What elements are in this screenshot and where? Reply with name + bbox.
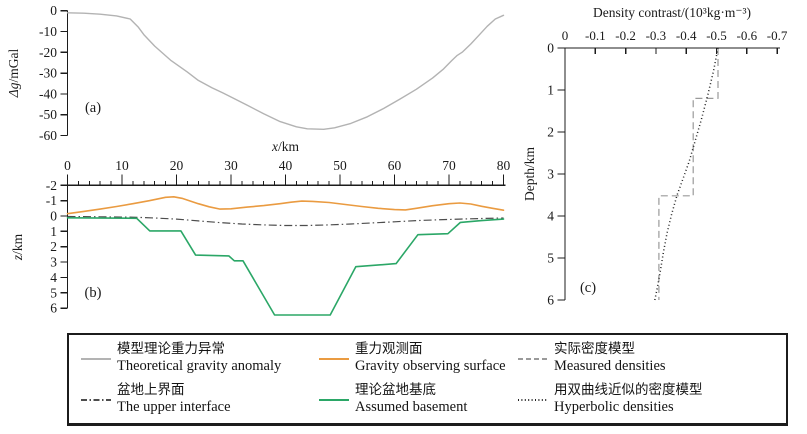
- panel-label-a: (a): [85, 100, 101, 116]
- series-gravity-observing-surface: [66, 196, 505, 215]
- c-x-tick-label: 0: [562, 28, 569, 43]
- legend-item-hyperbolic-densities: 用双曲线近似的密度模型 Hyperbolic densities: [518, 382, 786, 416]
- b-x-tick-label: 50: [333, 158, 347, 173]
- c-y-axis-title: Depth/km: [522, 147, 537, 201]
- c-x-tick-label: -0.3: [646, 28, 667, 43]
- legend-label-en: Gravity observing surface: [355, 357, 506, 374]
- c-x-tick-label: -0.6: [737, 28, 758, 43]
- b-x-tick-label: 80: [497, 158, 511, 173]
- b-x-tick-label: 40: [279, 158, 293, 173]
- upper-interface-line-sample: [81, 398, 111, 401]
- legend-label-zh: 实际密度模型: [554, 341, 635, 357]
- panel-label-c: (c): [580, 280, 596, 296]
- assumed-basement-line-sample: [319, 398, 349, 401]
- b-y-tick-label: 5: [50, 285, 57, 300]
- series-assumed-basement: [66, 217, 505, 316]
- legend-label-zh: 用双曲线近似的密度模型: [554, 382, 703, 398]
- theoretical-gravity-anomaly-line-sample: [81, 357, 111, 360]
- legend-box: 模型理论重力异常 Theoretical gravity anomaly 重力观测…: [67, 333, 788, 426]
- b-x-tick-label: 60: [388, 158, 402, 173]
- c-y-tick-label: 2: [547, 125, 554, 140]
- c-y-tick-label: 0: [547, 41, 554, 56]
- b-x-tick-label: 0: [64, 158, 71, 173]
- legend-label-en: Theoretical gravity anomaly: [117, 357, 282, 374]
- legend-label-zh: 模型理论重力异常: [117, 341, 225, 357]
- c-x-tick-label: -0.2: [615, 28, 636, 43]
- c-x-tick-label: -0.7: [767, 28, 788, 43]
- a-y-tick-label: -10: [39, 24, 57, 39]
- legend-label-en: Hyperbolic densities: [554, 398, 674, 415]
- b-y-tick-label: 0: [50, 209, 57, 224]
- legend-label-zh: 盆地上界面: [117, 382, 185, 398]
- a-y-tick-label: -20: [39, 45, 57, 60]
- c-x-tick-label: -0.4: [676, 28, 697, 43]
- b-y-tick-label: 2: [50, 239, 57, 254]
- c-x-tick-label: -0.1: [585, 28, 606, 43]
- hyperbolic-densities-line-sample: [518, 398, 548, 401]
- b-x-tick-label: 10: [115, 158, 129, 173]
- legend-item-assumed-basement: 理论盆地基底 Assumed basement: [319, 382, 518, 416]
- c-y-tick-label: 5: [547, 251, 554, 266]
- a-y-tick-label: -60: [39, 128, 57, 143]
- a-y-tick-label: -30: [39, 66, 57, 81]
- series-measured-densities: [658, 48, 719, 300]
- c-axis-title: Density contrast/(10³kg·m⁻³): [593, 5, 751, 20]
- gravity-observing-surface-line-sample: [319, 357, 349, 360]
- a-y-tick-label: 0: [50, 3, 57, 18]
- a-y-tick-label: -40: [39, 86, 57, 101]
- legend-label-en: Measured densities: [554, 357, 666, 374]
- c-y-tick-label: 6: [547, 293, 554, 308]
- series-the-upper-interface: [67, 215, 504, 227]
- legend-item-measured-densities: 实际密度模型 Measured densities: [518, 341, 786, 375]
- legend-label-zh: 重力观测面: [355, 341, 423, 357]
- b-y-tick-label: 3: [50, 255, 57, 270]
- a-y-tick-label: -50: [39, 107, 57, 122]
- b-y-tick-label: 6: [50, 301, 57, 316]
- b-x-tick-label: 30: [224, 158, 238, 173]
- legend-label-en: Assumed basement: [355, 398, 468, 415]
- b-y-tick-label: -2: [46, 178, 57, 193]
- b-x-tick-label: 20: [170, 158, 184, 173]
- series-hyperbolic-densities: [653, 47, 719, 303]
- legend-item-theoretical-gravity-anomaly: 模型理论重力异常 Theoretical gravity anomaly: [81, 341, 319, 375]
- measured-densities-line-sample: [518, 357, 548, 360]
- b-y-tick-label: 1: [50, 224, 57, 239]
- series-theoretical-gravity-anomaly: [66, 12, 505, 131]
- c-y-tick-label: 3: [547, 167, 554, 182]
- b-y-axis-title: z/km: [10, 233, 25, 261]
- b-y-tick-label: 4: [50, 270, 57, 285]
- legend-label-en: The upper interface: [117, 398, 231, 415]
- legend-item-upper-interface: 盆地上界面 The upper interface: [81, 382, 319, 416]
- c-x-tick-label: -0.5: [706, 28, 727, 43]
- b-x-axis-title: x/km: [271, 139, 300, 154]
- b-x-tick-label: 70: [442, 158, 456, 173]
- c-y-tick-label: 4: [547, 209, 554, 224]
- panel-label-b: (b): [85, 285, 102, 301]
- c-y-tick-label: 1: [547, 83, 554, 98]
- legend-item-gravity-observing-surface: 重力观测面 Gravity observing surface: [319, 341, 518, 375]
- a-y-axis-title: Δg/mGal: [6, 49, 21, 99]
- legend-label-zh: 理论盆地基底: [355, 382, 436, 398]
- b-y-tick-label: -1: [46, 193, 57, 208]
